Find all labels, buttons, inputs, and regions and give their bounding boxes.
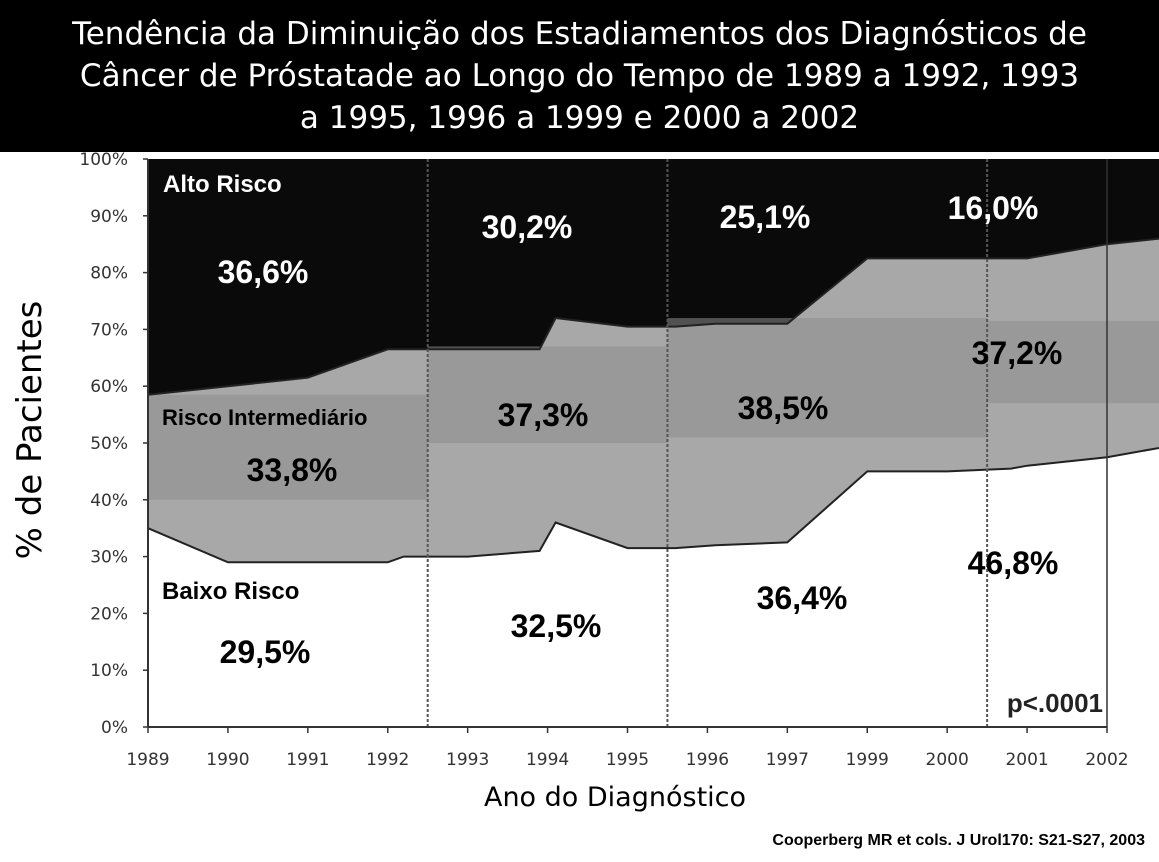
- y-axis-label: % de Pacientes: [10, 300, 50, 560]
- data-label-alto-risco-2: 25,1%: [720, 199, 811, 235]
- chart-title: Tendência da Diminuição dos Estadiamento…: [72, 16, 1087, 136]
- x-tick-label-5: 1994: [526, 750, 569, 770]
- data-label-risco-intermediario-0: 33,8%: [247, 452, 338, 488]
- p-value-annotation: p<.0001: [1007, 688, 1103, 718]
- y-tick-label-6: 60%: [90, 377, 128, 397]
- x-tick-label-0: 1989: [126, 750, 169, 770]
- data-label-alto-risco-3: 16,0%: [948, 190, 1039, 226]
- y-tick-label-2: 20%: [90, 604, 128, 624]
- intermediate-band-0: [148, 394, 428, 500]
- y-tick-label-8: 80%: [90, 264, 128, 284]
- x-tick-label-6: 1995: [606, 750, 649, 770]
- citation: Cooperberg MR et cols. J Urol170: S21-S2…: [772, 832, 1145, 849]
- intermediate-band-3: [987, 320, 1159, 404]
- x-tick-label-11: 2001: [1005, 750, 1048, 770]
- x-tick-label-8: 1997: [766, 750, 809, 770]
- area-series-0: [148, 447, 1159, 727]
- y-tick-label-3: 30%: [90, 548, 128, 568]
- x-tick-label-10: 2000: [926, 750, 969, 770]
- y-tick-label-7: 70%: [90, 320, 128, 340]
- region-label-baixo-risco: Baixo Risco: [162, 578, 299, 605]
- data-label-baixo-risco-0: 29,5%: [220, 634, 311, 670]
- y-tick-label-4: 40%: [90, 491, 128, 511]
- x-tick-label-2: 1991: [286, 750, 329, 770]
- x-axis-label: Ano do Diagnóstico: [483, 782, 747, 813]
- region-label-alto-risco: Alto Risco: [163, 171, 282, 198]
- region-label-risco-intermediario: Risco Intermediário: [162, 405, 367, 430]
- x-tick-label-3: 1992: [366, 750, 409, 770]
- x-tick-label-1: 1990: [206, 750, 249, 770]
- y-tick-label-9: 90%: [90, 207, 128, 227]
- intermediate-band-2: [667, 318, 988, 438]
- area-series-2: [148, 159, 1159, 395]
- data-label-baixo-risco-3: 46,8%: [968, 545, 1059, 581]
- title-bar: Tendência da Diminuição dos Estadiamento…: [0, 0, 1159, 152]
- y-tick-label-5: 50%: [90, 434, 128, 454]
- data-label-baixo-risco-1: 32,5%: [511, 608, 602, 644]
- series-boundary-1: [147, 237, 1159, 396]
- x-tick-label-4: 1993: [446, 750, 489, 770]
- data-label-baixo-risco-2: 36,4%: [757, 580, 848, 616]
- data-label-risco-intermediario-1: 37,3%: [498, 397, 589, 433]
- x-tick-label-9: 1999: [846, 750, 889, 770]
- data-label-alto-risco-0: 36,6%: [218, 254, 309, 290]
- x-tick-label-7: 1996: [686, 750, 729, 770]
- x-tick-label-12: 2002: [1085, 750, 1128, 770]
- y-tick-label-10: 100%: [79, 150, 128, 170]
- data-label-risco-intermediario-3: 37,2%: [972, 335, 1063, 371]
- intermediate-band-1: [427, 346, 668, 443]
- y-tick-label-0: 0%: [101, 718, 128, 738]
- series-boundary-0: [147, 446, 1159, 564]
- data-label-risco-intermediario-2: 38,5%: [738, 390, 829, 426]
- y-tick-label-1: 10%: [90, 661, 128, 681]
- data-label-alto-risco-1: 30,2%: [482, 209, 573, 245]
